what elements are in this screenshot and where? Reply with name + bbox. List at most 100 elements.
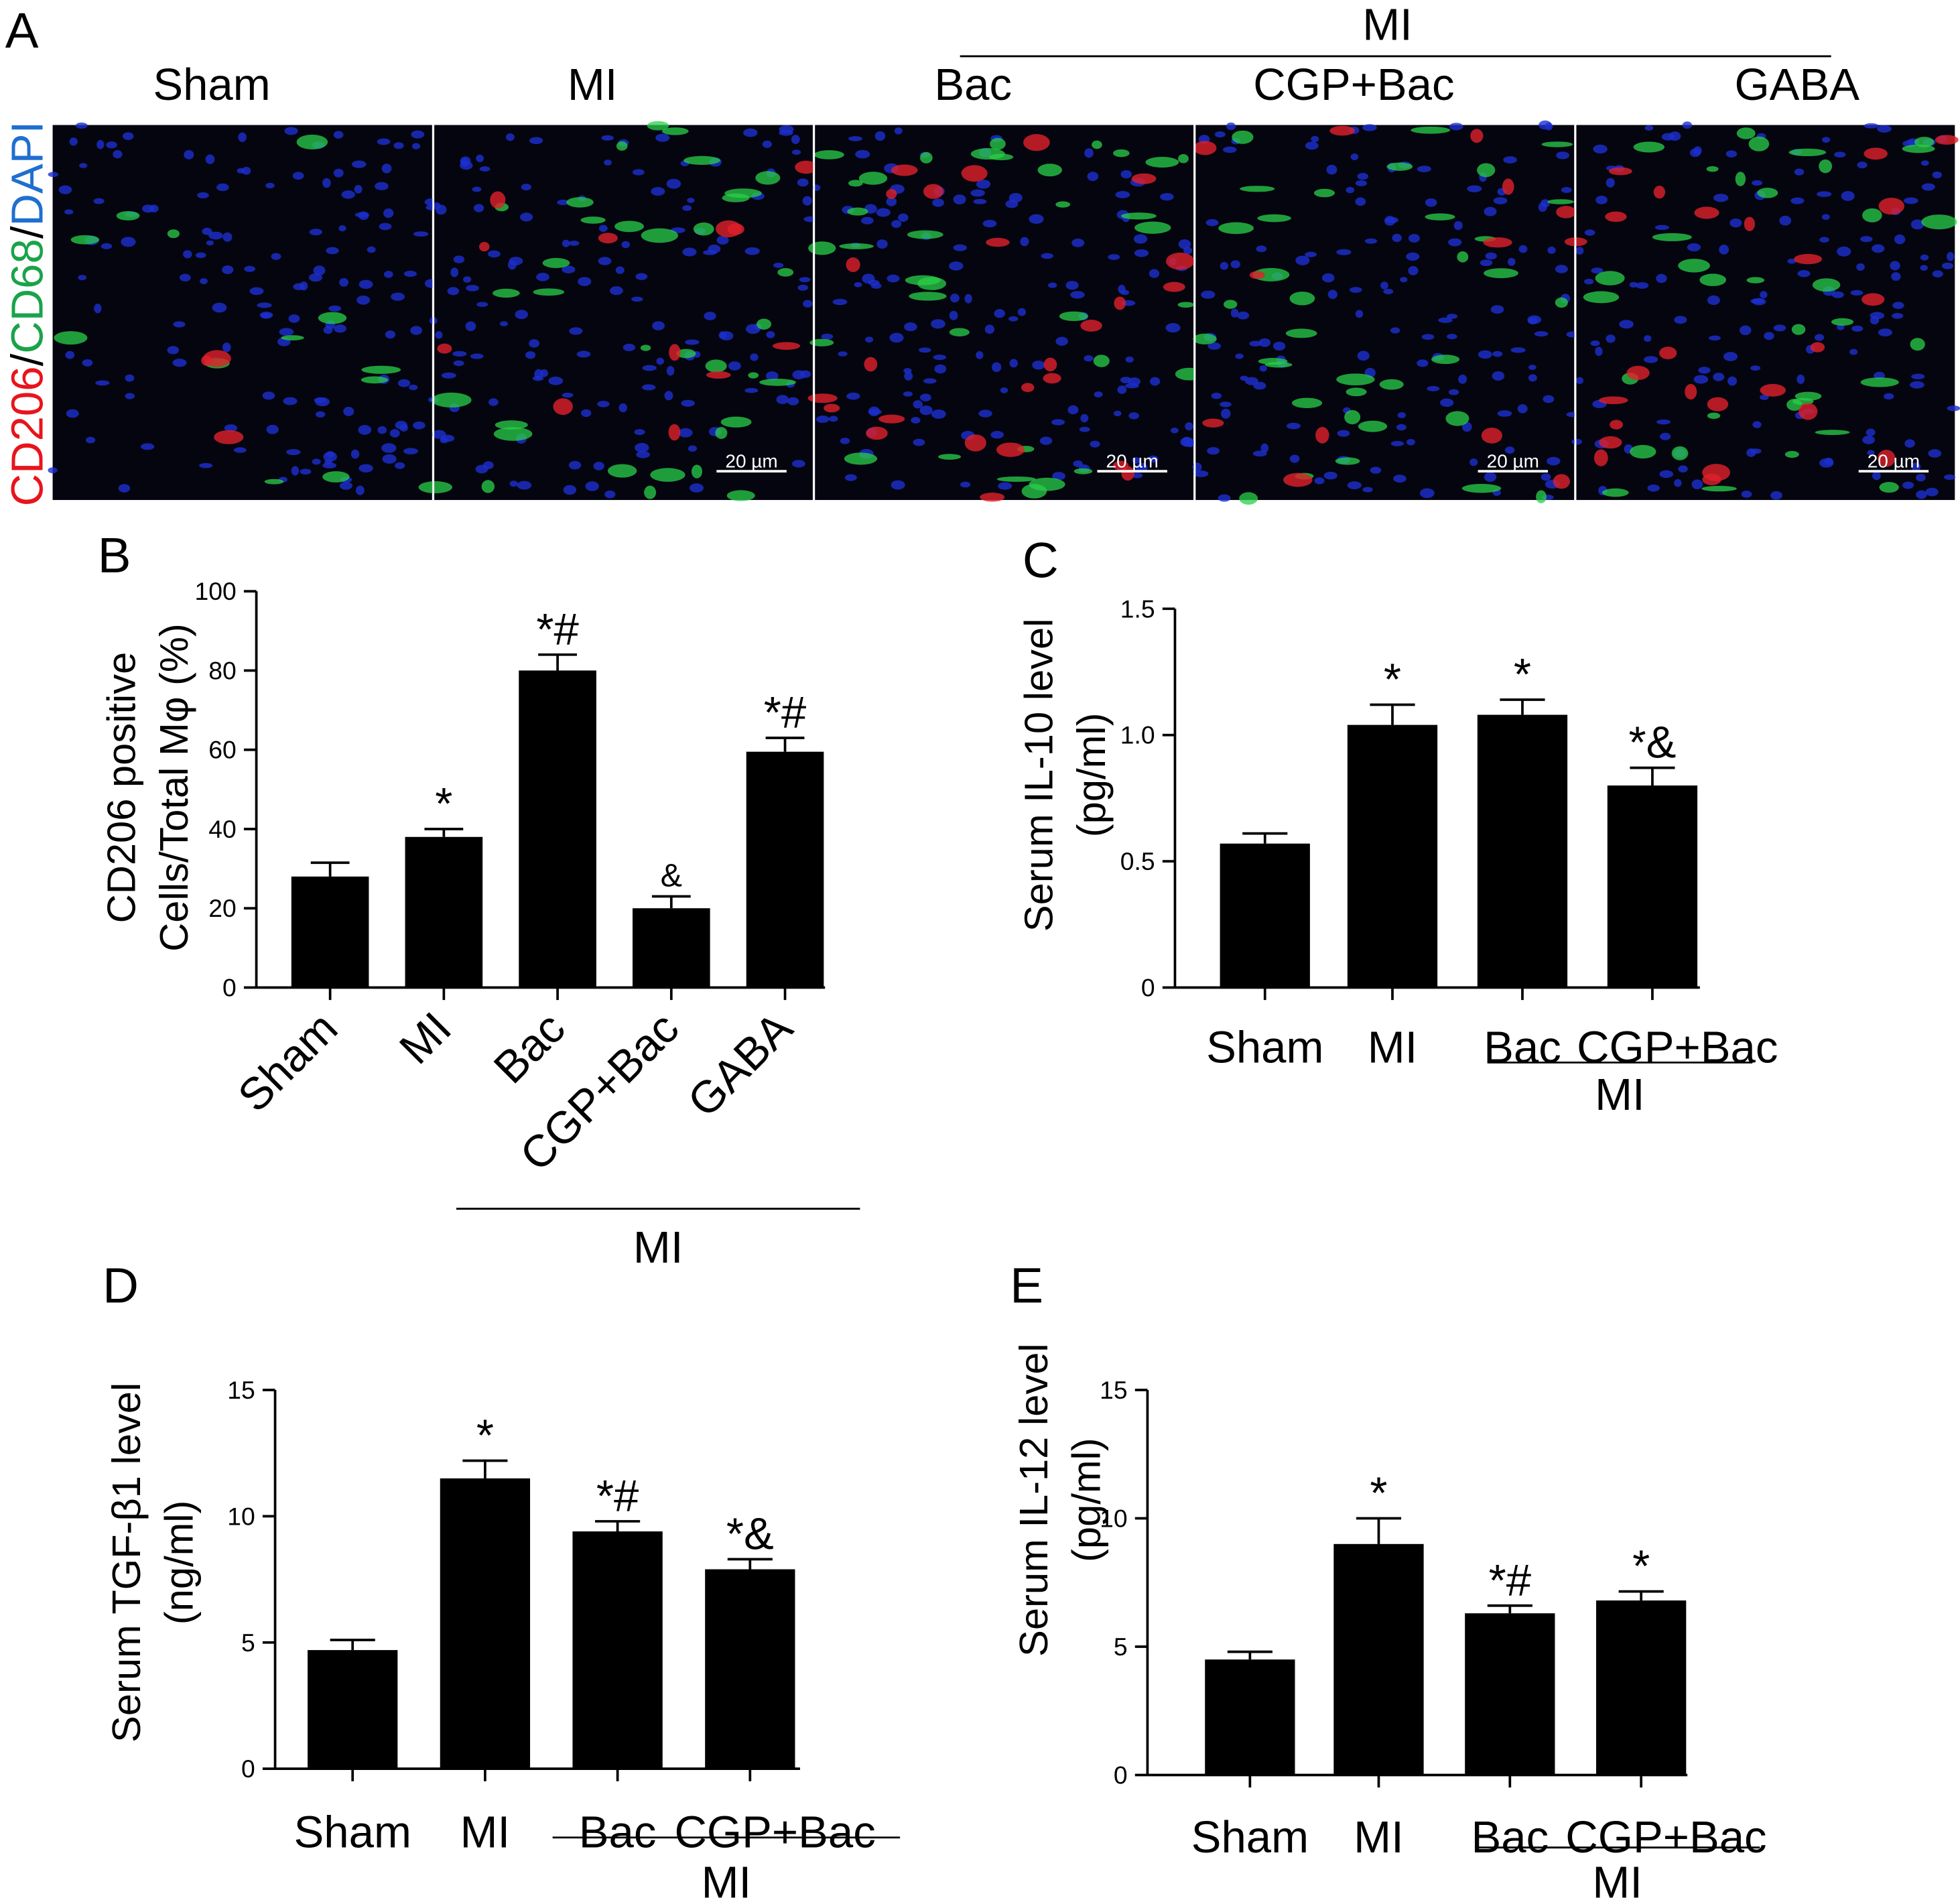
nucleus: [787, 397, 799, 405]
nucleus: [1947, 405, 1960, 411]
cd68-signal: [1029, 477, 1065, 491]
nucleus: [1390, 327, 1400, 334]
bar: [405, 836, 483, 988]
nucleus: [1547, 456, 1561, 466]
nucleus: [1337, 430, 1350, 437]
nucleus: [1165, 323, 1181, 333]
stain-label-part: DAPI: [3, 121, 53, 227]
cd206-signal: [923, 184, 943, 199]
cd68-signal: [1815, 430, 1850, 436]
nucleus: [634, 429, 645, 436]
nucleus: [666, 178, 681, 189]
nucleus: [1904, 439, 1915, 448]
nucleus: [568, 241, 580, 246]
nucleus: [411, 143, 421, 149]
cd68-signal: [1701, 485, 1737, 492]
nucleus: [593, 461, 604, 470]
cd206-signal: [1810, 342, 1825, 353]
y-axis-label: CD206 positive: [99, 652, 144, 924]
cd68-signal: [683, 155, 721, 166]
nucleus: [1425, 198, 1437, 207]
cd206-signal: [490, 191, 506, 209]
nucleus: [791, 460, 805, 468]
nucleus: [1856, 263, 1865, 271]
cd206-signal: [1608, 167, 1632, 176]
nucleus: [838, 351, 848, 357]
cd206-signal: [1794, 253, 1823, 265]
nucleus: [1355, 197, 1366, 206]
nucleus: [249, 287, 264, 296]
significance-mark: *&: [1628, 718, 1676, 768]
nucleus: [64, 209, 74, 215]
nucleus: [1864, 123, 1879, 129]
nucleus: [931, 319, 945, 329]
nucleus: [562, 392, 574, 398]
nucleus: [1593, 144, 1608, 154]
panel-header: GABA: [1734, 60, 1859, 110]
significance-mark: *#: [1489, 1556, 1531, 1606]
nucleus: [1629, 281, 1638, 288]
nucleus: [358, 425, 372, 435]
panel-header: Bac: [934, 60, 1012, 110]
nucleus: [1729, 218, 1742, 228]
cd206-signal: [891, 164, 918, 176]
cd206-signal: [1329, 125, 1355, 136]
nucleus: [681, 399, 695, 407]
nucleus: [257, 302, 272, 308]
y-tick-label: 0: [1141, 974, 1155, 1002]
nucleus: [548, 376, 564, 385]
nucleus: [1872, 471, 1881, 481]
nucleus: [1222, 146, 1237, 153]
cd68-signal: [1461, 484, 1502, 493]
cd68-signal: [1358, 420, 1388, 432]
y-tick-label: 15: [1100, 1376, 1128, 1404]
cd68-signal: [1735, 172, 1746, 186]
micrograph: [418, 121, 818, 501]
cd68-signal: [724, 188, 762, 198]
nucleus: [1911, 462, 1921, 472]
nucleus: [453, 255, 465, 263]
nucleus: [821, 333, 834, 340]
nucleus: [1713, 194, 1729, 202]
nucleus: [597, 401, 610, 407]
cd68-signal: [1602, 488, 1629, 497]
nucleus: [1480, 259, 1493, 267]
significance-mark: *: [1514, 649, 1531, 700]
nucleus: [479, 166, 491, 172]
cd68-signal: [1289, 292, 1315, 306]
nucleus: [1541, 473, 1551, 481]
cd68-signal: [1178, 153, 1189, 164]
significance-mark: *: [1632, 1541, 1650, 1592]
nucleus: [391, 292, 405, 301]
nucleus: [1149, 269, 1160, 278]
nucleus: [832, 298, 848, 306]
cd68-signal: [988, 153, 1014, 161]
nucleus: [861, 216, 874, 225]
cd68-signal: [813, 150, 844, 160]
nucleus: [1226, 122, 1236, 130]
cd68-signal: [1699, 273, 1727, 286]
cd68-signal: [493, 288, 520, 298]
nucleus: [791, 135, 800, 145]
nucleus: [1132, 472, 1143, 479]
nucleus: [1528, 374, 1537, 382]
cd68-signal: [1239, 492, 1258, 505]
nucleus: [395, 462, 405, 469]
nucleus: [1698, 367, 1711, 374]
cd206-signal: [986, 237, 1010, 247]
nucleus: [1272, 341, 1286, 351]
nucleus: [1497, 410, 1512, 417]
nucleus: [744, 387, 759, 393]
cd206-signal: [1556, 206, 1576, 218]
nucleus: [913, 400, 923, 409]
cd68-signal: [1224, 300, 1238, 309]
cd68-signal: [1921, 214, 1957, 230]
cd68-signal: [1264, 362, 1293, 368]
nucleus: [656, 357, 665, 365]
nucleus: [1133, 234, 1148, 244]
cd206-signal: [1744, 216, 1755, 231]
nucleus: [173, 321, 186, 328]
nucleus: [911, 417, 921, 424]
bar: [746, 751, 824, 988]
